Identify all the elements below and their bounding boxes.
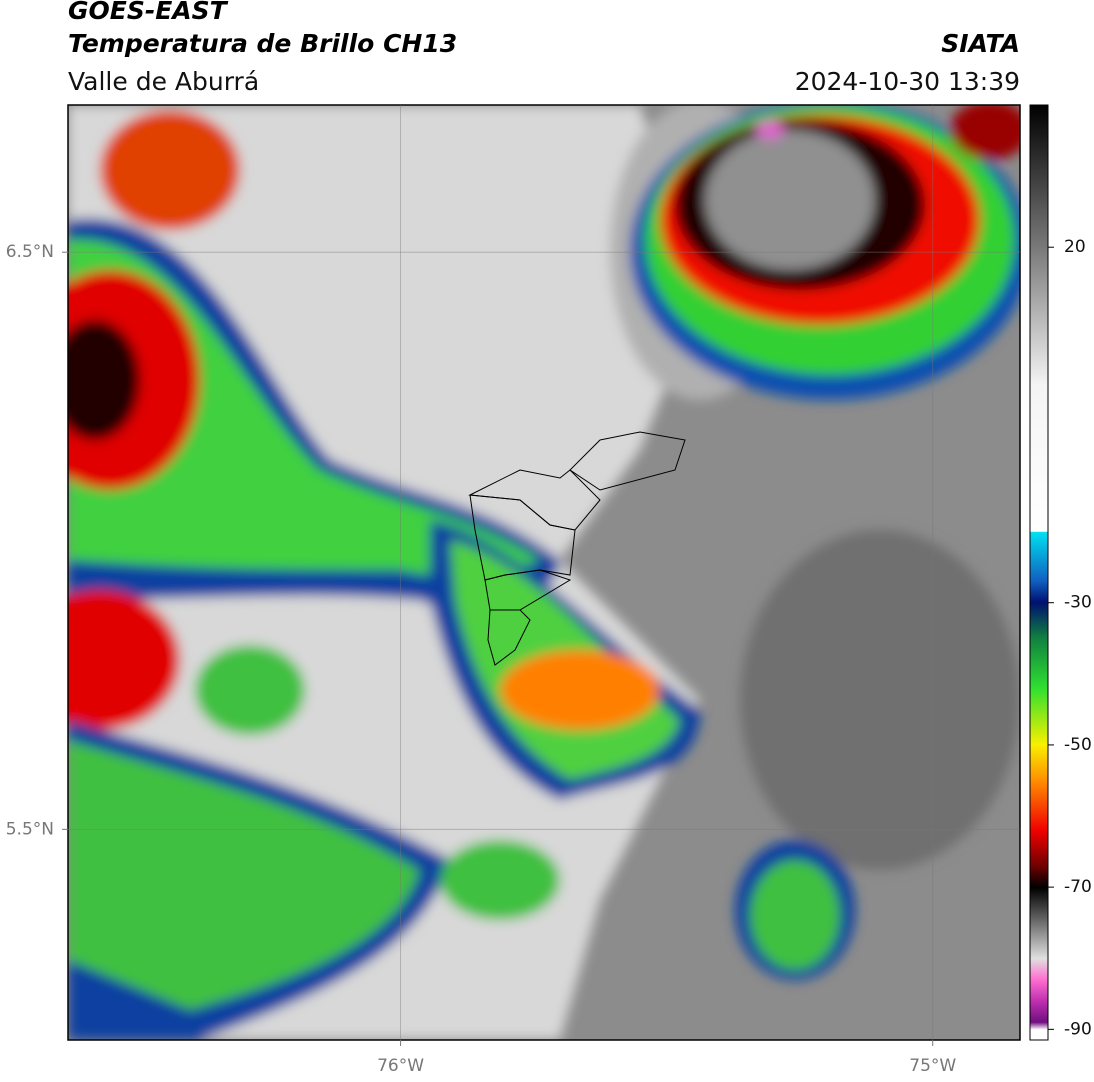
- x-tick-label: 76°W: [377, 1056, 424, 1076]
- subtitle: Temperatura de Brillo CH13: [68, 29, 457, 58]
- colorbar-tick-label: -70: [1064, 877, 1092, 897]
- colorbar-tick-label: 20: [1064, 237, 1086, 257]
- title: GOES-EAST: [68, 0, 229, 25]
- colorbar-tick-label: -50: [1064, 735, 1092, 755]
- colorbar-tick-label: -90: [1064, 1019, 1092, 1039]
- y-tick-label: 6.5°N: [6, 242, 54, 262]
- source: SIATA: [941, 29, 1020, 58]
- colorbar: [1029, 104, 1049, 1041]
- map-frame: [67, 104, 1021, 1041]
- colorbar-tick-label: -30: [1064, 593, 1092, 613]
- y-tick-label: 5.5°N: [6, 819, 54, 839]
- satellite-image: [68, 105, 1020, 1040]
- datetime: 2024-10-30 13:39: [795, 67, 1020, 96]
- x-tick-label: 75°W: [909, 1056, 956, 1076]
- region: Valle de Aburrá: [68, 67, 259, 96]
